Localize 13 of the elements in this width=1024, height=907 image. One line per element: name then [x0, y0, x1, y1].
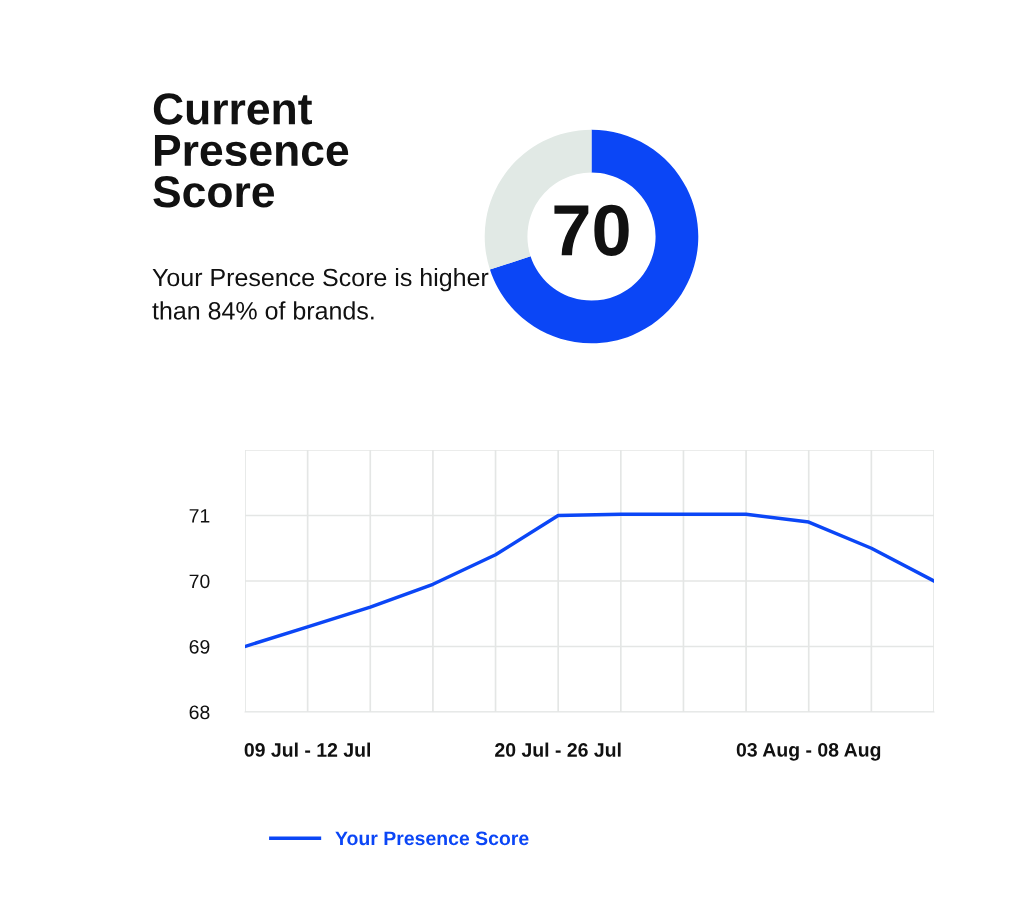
x-tick-label: 09 Jul - 12 Jul — [244, 742, 371, 757]
x-tick-label: 20 Jul - 26 Jul — [495, 742, 621, 757]
legend-label: Your Presence Score — [335, 831, 529, 846]
chart-title: Current Presence Score — [153, 93, 349, 208]
x-tick-label: 03 Aug - 08 Aug — [736, 742, 881, 761]
y-tick-label: 70 — [189, 574, 210, 589]
y-tick-label: 69 — [189, 639, 210, 654]
y-tick-label: 68 — [189, 705, 210, 720]
data-label: 70 — [554, 204, 629, 256]
donut-slice — [489, 129, 699, 344]
text: Your Presence Score is higher than 84% of brands. — [152, 268, 489, 320]
y-tick-label: 71 — [189, 509, 210, 523]
line-series — [245, 512, 934, 649]
